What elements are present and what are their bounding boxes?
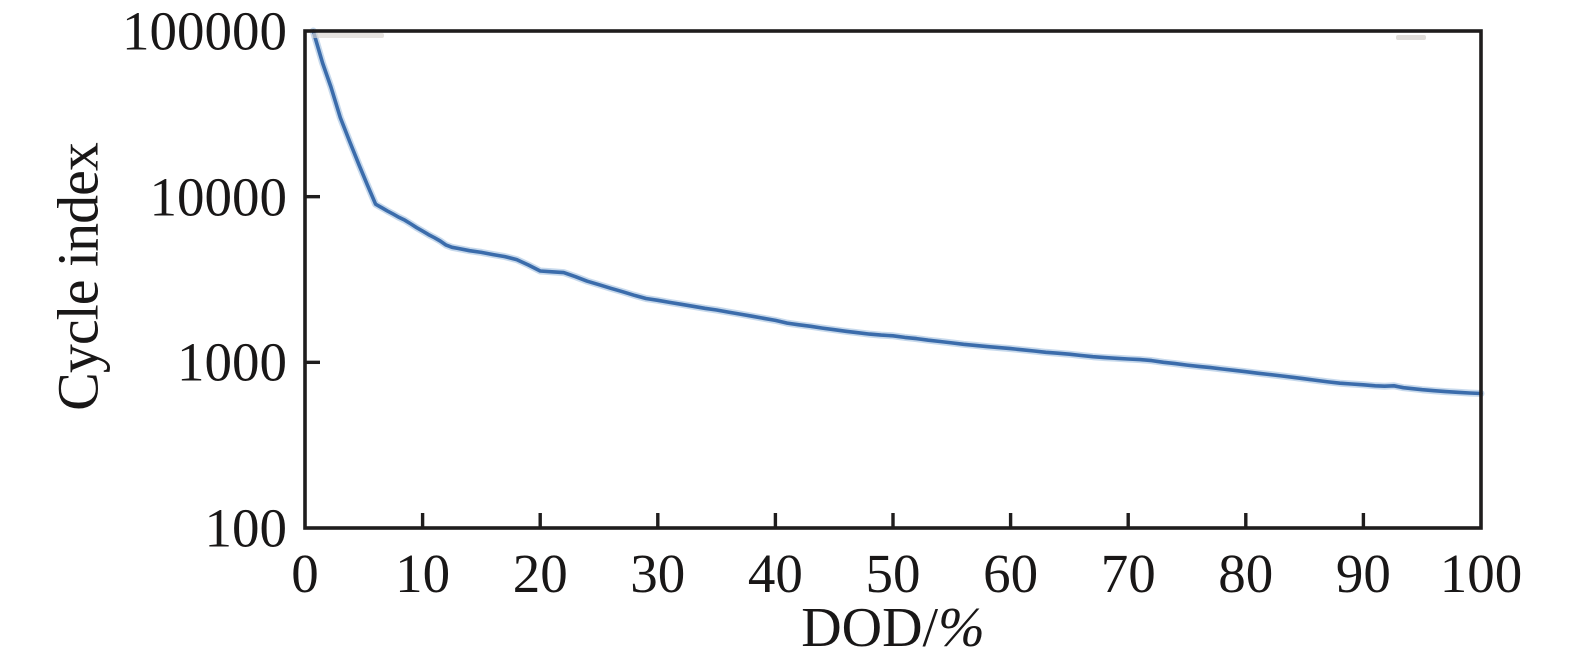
x-tick-label-40: 40 [747,543,803,604]
x-axis-title: DOD/% [801,596,985,660]
x-tick-label-60: 60 [983,543,1039,604]
y-tick-label-10000: 10000 [149,166,288,228]
x-tick-label-30: 30 [630,543,686,604]
y-axis-title: Cycle index [45,143,111,411]
y-tick-label-1000: 1000 [177,331,287,393]
scan-artifact [1396,35,1426,40]
x-tick-label-100: 100 [1439,543,1523,604]
x-axis-title-text: DOD/ [801,597,939,659]
x-tick-label-80: 80 [1218,543,1274,604]
x-axis-title-unit: % [938,597,985,659]
y-tick-label-100: 100 [204,497,288,559]
y-tick-label-100000: 100000 [122,0,287,62]
series-cycle-life-vs-dod-core [311,29,1483,396]
x-tick-label-70: 70 [1100,543,1156,604]
x-tick-label-50: 50 [865,543,921,604]
plot-border [303,29,1483,530]
series-cycle-life-vs-dod [309,27,1485,397]
x-tick-label-0: 0 [291,543,319,604]
x-tick-label-20: 20 [512,543,568,604]
x-tick-label-90: 90 [1335,543,1391,604]
scan-artifact [312,33,384,38]
x-tick-label-10: 10 [395,543,451,604]
